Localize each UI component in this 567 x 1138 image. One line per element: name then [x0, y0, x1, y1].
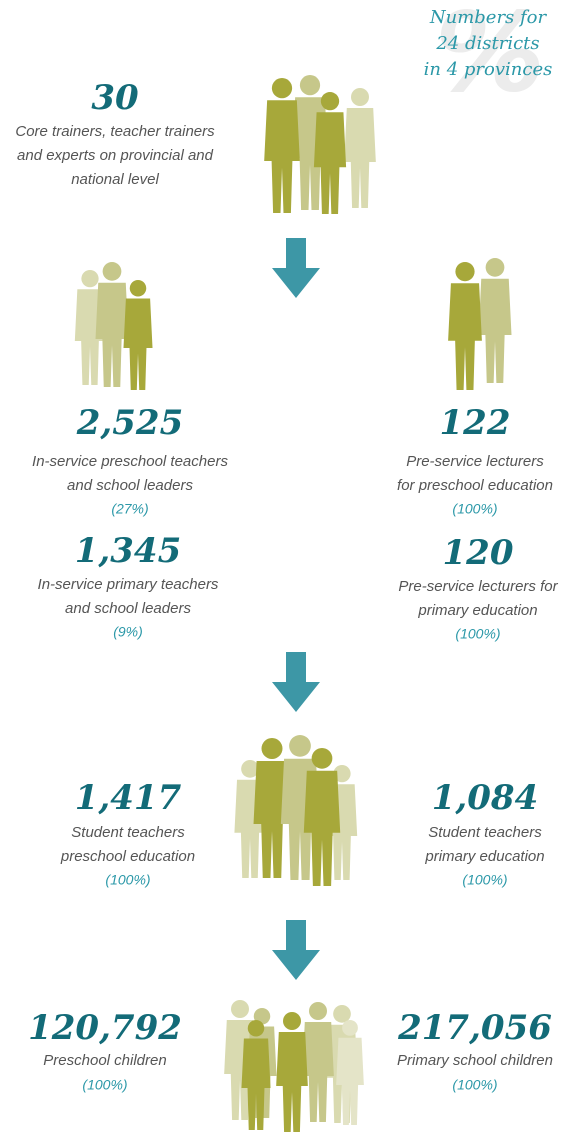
- figure-number: 1,417: [75, 778, 182, 818]
- figure-label: In-service preschool teachers: [32, 453, 228, 470]
- figure-number: 217,056: [397, 1008, 552, 1048]
- figure-label: Student teachers: [428, 824, 542, 841]
- silhouette-head: [130, 280, 147, 297]
- silhouette-head: [333, 1005, 351, 1023]
- figure-label: Preschool children: [43, 1052, 166, 1069]
- arrow: [272, 920, 320, 980]
- figure-number: 1,084: [432, 778, 538, 818]
- silhouette-head: [342, 1020, 358, 1036]
- figure-percent: (27%): [111, 501, 148, 517]
- silhouette-head: [300, 75, 320, 95]
- header-line: in 4 provinces: [424, 59, 553, 80]
- silhouette-body: [448, 283, 482, 390]
- figure-percent: (100%): [462, 872, 507, 888]
- figure-label: Pre-service lecturers: [406, 453, 544, 470]
- figure-number: 2,525: [76, 403, 183, 443]
- silhouette-head: [321, 92, 339, 110]
- figure-label: In-service primary teachers: [38, 576, 219, 593]
- figure-percent: (100%): [452, 1077, 497, 1093]
- figure-label: national level: [71, 171, 159, 188]
- silhouette-head: [262, 738, 283, 759]
- arrow: [272, 652, 320, 712]
- silhouette-body: [96, 283, 129, 387]
- figure-percent: (100%): [82, 1077, 127, 1093]
- silhouette-head: [231, 1000, 249, 1018]
- figure-label: Primary school children: [397, 1052, 553, 1069]
- silhouette-head: [289, 735, 311, 757]
- figure-label: for preschool education: [397, 477, 553, 494]
- figure-label: Student teachers: [71, 824, 185, 841]
- figure-percent: (100%): [105, 872, 150, 888]
- silhouette-body: [344, 108, 376, 208]
- figure-number: 120,792: [28, 1008, 182, 1048]
- figure-number: 122: [440, 403, 511, 443]
- silhouette-body: [276, 1032, 308, 1132]
- silhouette-head: [248, 1020, 265, 1037]
- header-line: Numbers for: [429, 7, 548, 28]
- figure-number: 30: [91, 78, 139, 118]
- figure-label: Core trainers, teacher trainers: [15, 123, 215, 140]
- figure-label: and school leaders: [65, 600, 191, 617]
- figure-number: 1,345: [75, 531, 181, 571]
- arrow: [272, 238, 320, 298]
- figure-label: primary education: [424, 848, 544, 865]
- silhouette-head: [272, 78, 292, 98]
- silhouette-head: [309, 1002, 327, 1020]
- figure-label: preschool education: [60, 848, 195, 865]
- silhouette-head: [455, 262, 474, 281]
- figure-label: and school leaders: [67, 477, 193, 494]
- silhouette-head: [103, 262, 122, 281]
- figure-label: and experts on provincial and: [17, 147, 214, 164]
- silhouette-body: [479, 279, 512, 383]
- silhouette-head: [81, 270, 98, 287]
- silhouette-body: [123, 299, 152, 391]
- infographic: % Numbers for 24 districts in 4 province…: [0, 0, 567, 1138]
- silhouette-head: [312, 748, 333, 769]
- figure-label: primary education: [417, 602, 537, 619]
- header-line: 24 districts: [435, 33, 539, 54]
- figure-percent: (9%): [113, 624, 143, 640]
- silhouette-head: [283, 1012, 301, 1030]
- figure-percent: (100%): [455, 626, 500, 642]
- figure-label: Pre-service lecturers for: [398, 578, 558, 595]
- silhouette-head: [486, 258, 505, 277]
- figure-percent: (100%): [452, 501, 497, 517]
- silhouette-head: [351, 88, 369, 106]
- silhouette-body: [264, 100, 300, 213]
- figure-number: 120: [443, 533, 514, 573]
